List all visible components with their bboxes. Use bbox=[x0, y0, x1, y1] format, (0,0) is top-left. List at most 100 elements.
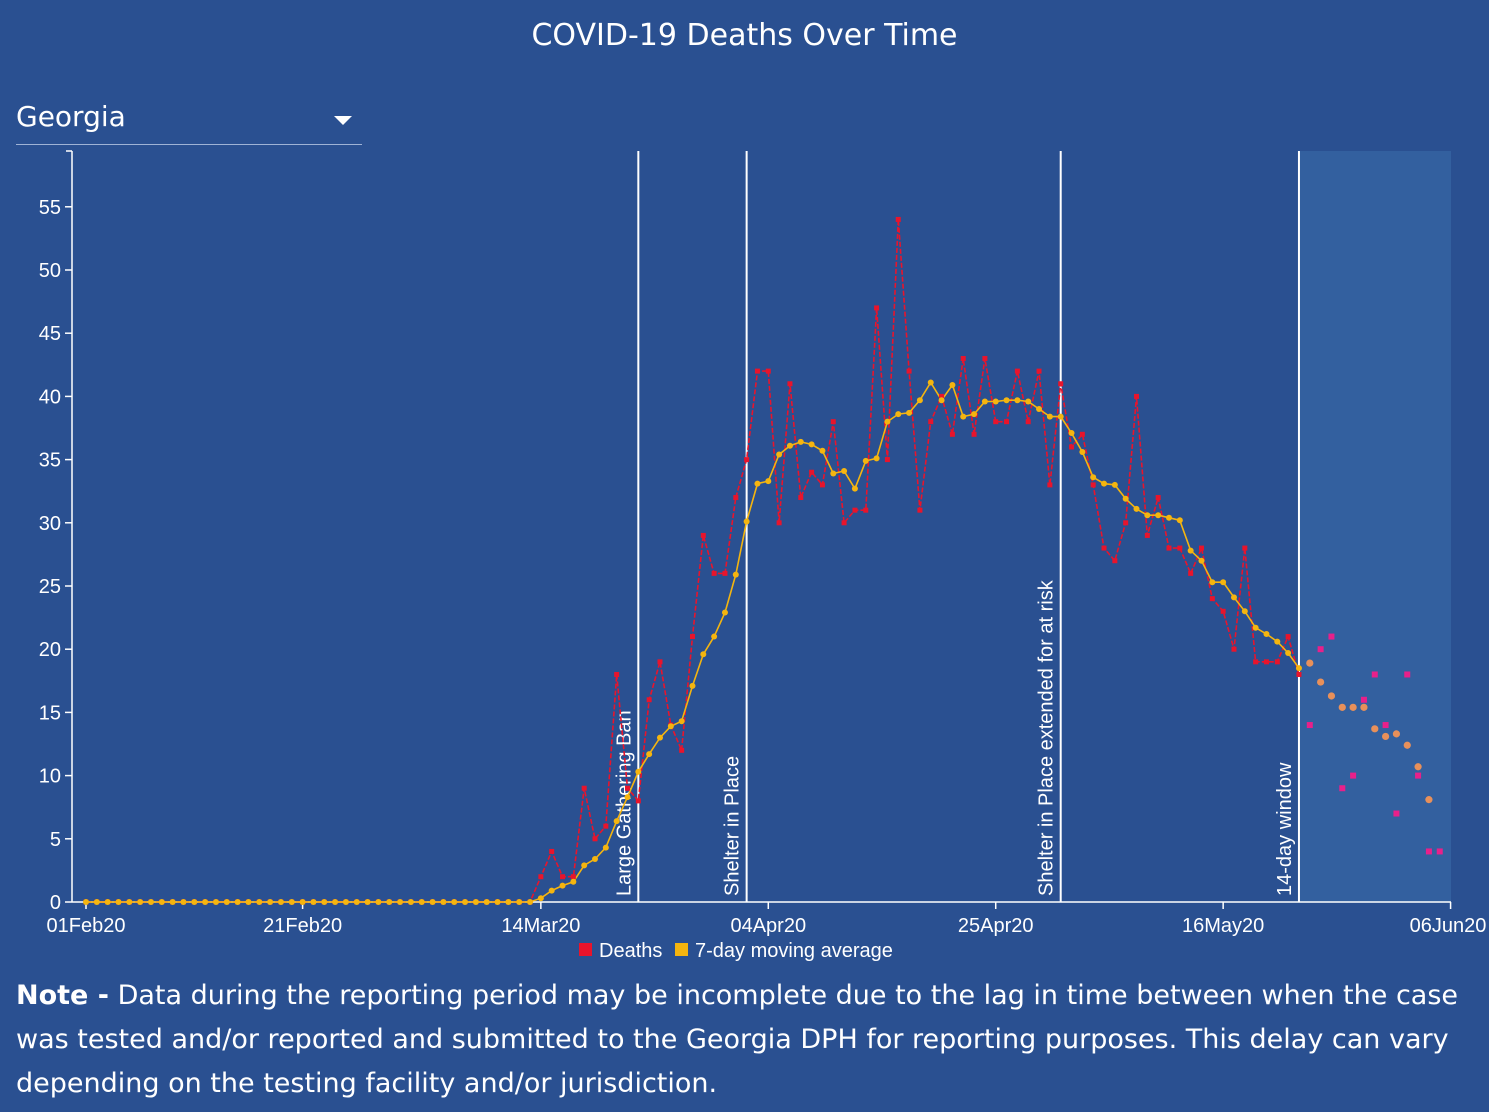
average-point bbox=[927, 379, 934, 386]
average-point bbox=[646, 751, 653, 758]
average-point bbox=[1371, 725, 1379, 733]
caret-down-icon bbox=[334, 116, 352, 125]
deaths-point bbox=[809, 469, 815, 475]
deaths-point bbox=[1220, 608, 1226, 614]
deaths-point bbox=[1079, 431, 1085, 437]
x-tick-label: 16May20 bbox=[1182, 915, 1264, 937]
annotation-label: Shelter in Place bbox=[722, 756, 744, 896]
deaths-point bbox=[1014, 368, 1020, 374]
deaths-point bbox=[1253, 659, 1259, 665]
deaths-point bbox=[1123, 520, 1129, 526]
note-text: Data during the reporting period may be … bbox=[16, 980, 1459, 1099]
average-point bbox=[559, 882, 566, 889]
average-point bbox=[895, 411, 902, 418]
deaths-point bbox=[1350, 772, 1357, 779]
deaths-point bbox=[1328, 633, 1335, 640]
average-point bbox=[1133, 505, 1140, 512]
average-point bbox=[624, 794, 631, 801]
x-tick-label: 01Feb20 bbox=[47, 915, 126, 937]
average-point bbox=[407, 899, 414, 905]
average-point bbox=[1014, 397, 1021, 404]
average-point bbox=[158, 899, 165, 905]
deaths-point bbox=[1296, 671, 1302, 677]
average-point bbox=[169, 899, 176, 905]
region-selected-value: Georgia bbox=[16, 100, 126, 133]
average-point bbox=[418, 899, 425, 905]
deaths-point bbox=[1036, 368, 1042, 374]
deaths-point bbox=[625, 785, 630, 791]
legend-deaths-swatch bbox=[579, 943, 592, 956]
x-tick-label: 04Apr20 bbox=[730, 915, 806, 937]
y-tick-label: 5 bbox=[50, 829, 61, 851]
average-point bbox=[873, 455, 880, 462]
average-point bbox=[678, 718, 685, 725]
deaths-point bbox=[1047, 482, 1053, 488]
average-point bbox=[288, 899, 295, 905]
deaths-point bbox=[819, 482, 825, 488]
average-point bbox=[981, 398, 988, 405]
average-point bbox=[505, 899, 512, 905]
deaths-point bbox=[1134, 393, 1140, 399]
event-annotations: Large Gathering Ban Shelter in Place Shelt… bbox=[613, 151, 1300, 902]
average-point bbox=[1317, 678, 1325, 686]
deaths-point bbox=[570, 874, 576, 880]
deaths-point bbox=[1112, 558, 1118, 564]
average-point bbox=[613, 818, 620, 825]
y-tick-label: 45 bbox=[39, 323, 61, 345]
deaths-point bbox=[917, 507, 923, 513]
deaths-point bbox=[1274, 659, 1280, 665]
region-dropdown[interactable]: Georgia bbox=[16, 96, 362, 145]
average-point bbox=[743, 518, 750, 525]
average-point bbox=[472, 899, 479, 905]
average-point bbox=[180, 899, 187, 905]
deaths-point bbox=[884, 457, 890, 463]
deaths-point bbox=[1188, 570, 1194, 576]
average-point bbox=[202, 899, 209, 905]
deaths-point bbox=[722, 570, 728, 576]
average-point bbox=[191, 899, 198, 905]
y-tick-label: 55 bbox=[39, 197, 61, 219]
deaths-point bbox=[1004, 419, 1010, 425]
average-point bbox=[938, 397, 945, 404]
average-point bbox=[1057, 413, 1064, 420]
deaths-point bbox=[776, 520, 782, 526]
average-point bbox=[1349, 703, 1357, 711]
average-point bbox=[581, 862, 588, 869]
average-point bbox=[949, 382, 956, 389]
annotation-label: 14-day window bbox=[1274, 762, 1296, 896]
average-point bbox=[797, 438, 804, 445]
deaths-point bbox=[982, 355, 988, 361]
average-point bbox=[1425, 796, 1433, 804]
average-point bbox=[104, 899, 111, 905]
average-point bbox=[711, 633, 718, 640]
average-point bbox=[537, 895, 544, 902]
deaths-point bbox=[971, 431, 977, 437]
deaths-point bbox=[754, 368, 760, 374]
average-point bbox=[93, 899, 100, 905]
average-point bbox=[386, 899, 393, 905]
deaths-point bbox=[1425, 848, 1432, 855]
average-point bbox=[332, 899, 339, 905]
average-point bbox=[1241, 608, 1248, 615]
y-tick-label: 20 bbox=[39, 639, 61, 661]
average-point bbox=[1187, 547, 1194, 554]
deaths-point bbox=[646, 697, 652, 703]
deaths-point bbox=[1339, 785, 1346, 792]
deaths-point bbox=[960, 355, 966, 361]
deaths-point bbox=[993, 419, 999, 425]
average-point bbox=[1327, 692, 1336, 700]
deaths-point bbox=[744, 457, 750, 463]
reporting-window-band bbox=[1298, 151, 1451, 902]
deaths-point bbox=[863, 507, 869, 513]
average-point bbox=[592, 856, 599, 863]
deaths-point bbox=[1101, 545, 1107, 551]
legend-deaths-label: Deaths bbox=[599, 940, 662, 962]
average-point bbox=[1403, 741, 1411, 749]
deaths-point bbox=[798, 495, 804, 501]
average-point bbox=[960, 413, 967, 420]
average-point bbox=[656, 734, 663, 741]
average-point bbox=[1036, 406, 1043, 413]
deaths-point bbox=[1242, 545, 1248, 551]
average-point bbox=[462, 899, 469, 905]
data-note: Note - Data during the reporting period … bbox=[16, 974, 1466, 1106]
